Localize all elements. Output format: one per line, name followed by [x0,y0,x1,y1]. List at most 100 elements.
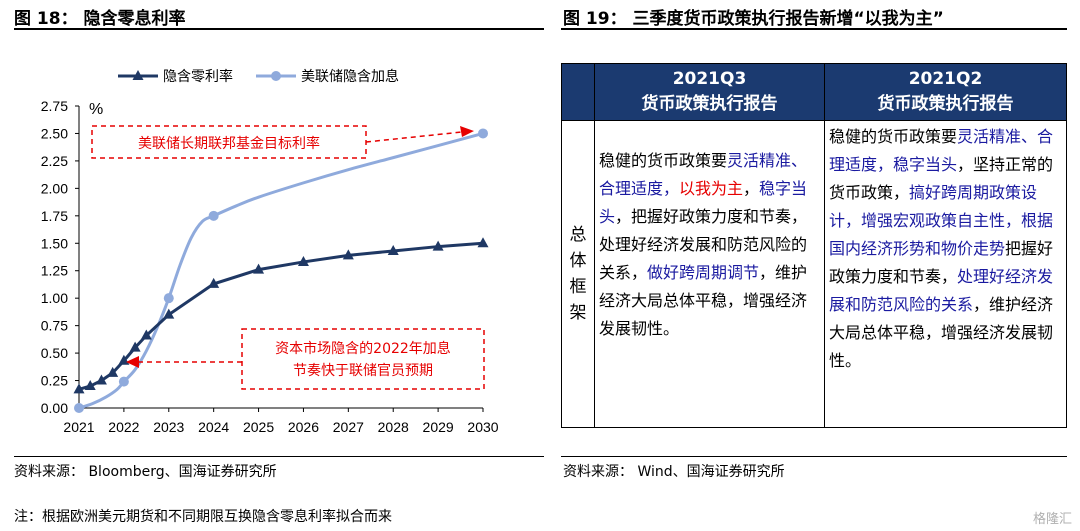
text-segment-highlight: 稳字当头 [599,179,808,226]
y-tick-label: 0.50 [41,345,68,361]
text-segment: 稳健的货币政策要 [829,127,958,146]
header-2021q3-period: 2021Q3 [672,69,747,89]
header-2021q2-label: 货币政策执行报告 [877,94,1014,114]
y-axis-unit: % [89,101,103,118]
series-implied-zero-rate-point [129,341,141,352]
header-corner [561,63,595,121]
x-tick-label: 2030 [467,419,498,435]
x-tick-label: 2023 [153,419,184,435]
series-fed-implied-hike-line [78,132,484,410]
row-label-framework: 总 体 框 架 [561,120,595,428]
series-fed-implied-hike-point [163,293,174,304]
row-label-char: 框 [569,277,587,297]
cell-2021q2-text: 稳健的货币政策要灵活精准、合理适度，稳字当头，坚持正常的货币政策，搞好跨周期政策… [824,120,1067,428]
series-implied-zero-rate-point [432,240,444,251]
x-tick-label: 2025 [243,419,274,435]
y-tick-label: 1.50 [41,235,68,251]
chart-series [73,128,489,413]
legend-marker-circle [271,71,281,81]
text-segment: ，坚持正常的货币政策， [829,155,1054,202]
header-2021q3-label: 货币政策执行报告 [641,94,778,114]
text-segment: ， [743,179,760,198]
x-tick-label: 2024 [198,419,229,435]
annotation-arrow-line [365,131,463,143]
left-panel-title: 图 18： 隐含零息利率 [14,9,186,29]
text-segment: ，把握好政策力度和节奏，处理好经济发展和防范风险的关系， [599,207,808,282]
series-implied-zero-rate-point [73,383,85,394]
legend-marker-triangle [132,70,144,80]
y-tick-label: 2.00 [41,180,68,196]
y-tick-label: 2.25 [41,153,68,169]
x-tick-label: 2022 [108,419,139,435]
cell-2021q3-text: 稳健的货币政策要灵活精准、合理适度，以我为主，稳字当头，把握好政策力度和节奏，处… [594,120,825,428]
row-label-char: 架 [569,303,587,323]
series-implied-zero-rate-point [253,263,265,274]
left-source-rule [14,456,544,457]
policy-comparison-table: 2021Q3 货币政策执行报告 2021Q2 货币政策执行报告 总 体 框 架 … [561,63,1067,428]
table-header-row: 2021Q3 货币政策执行报告 2021Q2 货币政策执行报告 [561,63,1067,121]
y-tick-label: 0.00 [41,400,68,416]
series-implied-zero-rate-point [297,255,309,266]
implied-rate-chart: 隐含零利率 美联储隐含加息 0.00 0.25 0.50 0.75 1.00 1.25 1.5… [41,68,499,435]
annotation-hike-pace-line: 节奏快于联储官员预期 [293,363,433,379]
x-tick-label: 2021 [63,419,94,435]
y-tick-label: 2.50 [41,125,68,141]
annotation-hike-pace-line: 资本市场隐含的2022年加息 [275,340,451,357]
text-segment-highlight: 处理好经济发展和防范风险的关系 [829,267,1054,314]
series-implied-zero-rate-point [477,237,489,248]
right-source-text: 资料来源： Wind、国海证券研究所 [563,464,785,480]
right-title-rule [561,28,1067,30]
series-implied-zero-rate-point [163,308,175,319]
series-implied-zero-rate-point [140,329,152,340]
series-fed-implied-hike-point [478,128,488,139]
y-tick-label: 0.25 [41,373,68,389]
left-title-rule [14,28,544,30]
y-tick-label: 2.75 [41,98,68,114]
annotation-long-run-rate: 美联储长期联邦基金目标利率 [138,135,320,152]
chart-legend: 隐含零利率 美联储隐含加息 [118,68,399,85]
series-implied-zero-rate-point [84,380,96,391]
y-tick-label: 1.75 [41,208,68,224]
x-tick-label: 2029 [423,419,454,435]
text-segment: 把握好政策力度和节奏， [829,239,1054,286]
legend-label-implied-zero-rate: 隐含零利率 [163,68,233,85]
text-segment: 稳健的货币政策要 [599,151,728,170]
row-label-char: 体 [569,251,587,271]
series-fed-implied-hike-point [208,210,219,221]
x-tick-label: 2028 [378,419,409,435]
header-2021q2: 2021Q2 货币政策执行报告 [824,63,1067,121]
text-segment-highlight: 灵活精准、合理适度， [599,151,808,198]
annotation-arrow-head [126,356,139,368]
right-panel-title: 图 19： 三季度货币政策执行报告新增“以我为主” [563,9,944,29]
table-row: 总 体 框 架 稳健的货币政策要灵活精准、合理适度，以我为主，稳字当头，把握好政… [561,120,1067,428]
series-implied-zero-rate-point [208,277,220,288]
y-tick-label: 1.25 [41,263,68,279]
left-source-text: 资料来源： Bloomberg、国海证券研究所 [14,464,277,480]
text-segment: ，维护经济大局总体平稳，增强经济发展韧性。 [829,295,1054,370]
y-tick-label: 0.75 [41,318,68,334]
series-fed-implied-hike-point [74,403,84,413]
series-implied-zero-rate-point [342,249,354,260]
legend-label-fed-implied-hike: 美联储隐含加息 [301,68,399,85]
x-tick-label: 2026 [288,419,319,435]
watermark-logo: 格隆汇 [1032,512,1072,527]
text-segment-highlight: 灵活精准、合理适度，稳字当头 [829,127,1054,174]
text-segment-highlight: 搞好跨周期政策设计，增强宏观政策自主性，根据国内经济形势和物价走势 [829,183,1054,258]
text-segment-new: 以我为主 [679,179,744,198]
chart-axes: 0.00 0.25 0.50 0.75 1.00 1.25 1.50 1.75 2.00 2.25… [41,98,499,435]
annotation-arrow-head [460,126,474,137]
series-implied-zero-rate-point [107,366,119,377]
row-label-char: 总 [569,225,587,245]
chart-note: 注：根据欧洲美元期货和不同期限互换隐含零息利率拟合而来 [14,509,392,525]
right-source-rule [561,456,1067,457]
series-implied-zero-rate-point [387,244,399,255]
text-segment-highlight: 做好跨周期调节 [647,263,760,282]
series-fed-implied-hike-point [118,376,129,387]
text-segment: ，维护经济大局总体平稳，增强经济发展韧性。 [599,263,808,338]
y-tick-label: 1.00 [41,290,68,306]
header-2021q3: 2021Q3 货币政策执行报告 [594,63,825,121]
header-2021q2-period: 2021Q2 [908,69,983,89]
x-tick-label: 2027 [333,419,364,435]
annotation-box-hike-pace [241,328,485,390]
